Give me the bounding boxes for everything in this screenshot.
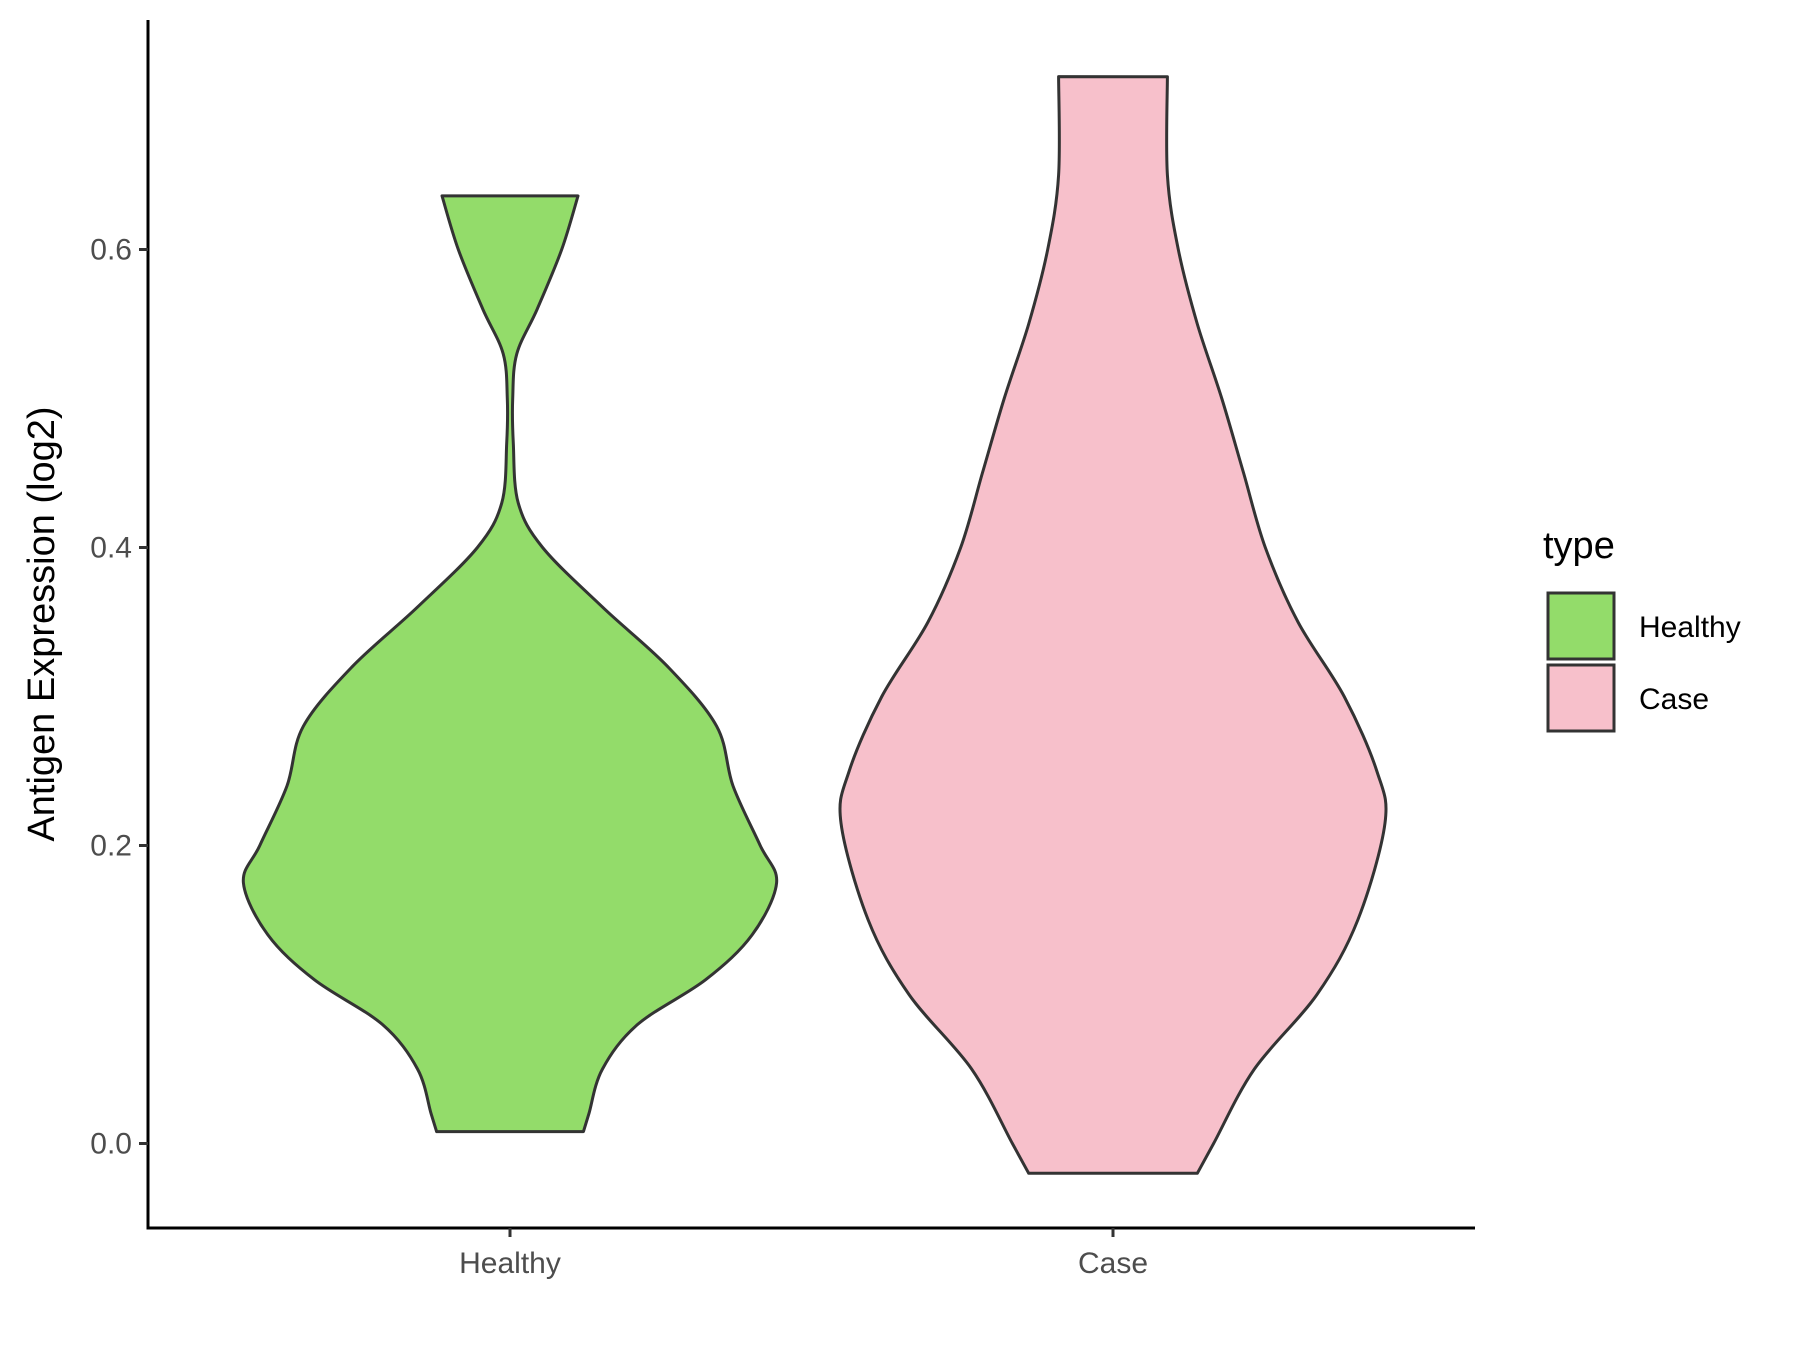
violin-case	[838, 75, 1388, 1175]
y-axis-title: Antigen Expression (log2)	[21, 406, 63, 841]
legend-label: Case	[1639, 683, 1709, 716]
y-tick-label: 0.2	[90, 830, 132, 863]
legend-label: Healthy	[1639, 611, 1741, 644]
plot-area	[241, 75, 1388, 1175]
axes: 0.0 0.2 0.4 0.6 Healthy Case Antigen Expressio…	[21, 20, 1475, 1280]
legend-title: type	[1543, 525, 1615, 567]
x-tick-label: Healthy	[459, 1247, 561, 1280]
legend-key-healthy	[1546, 591, 1616, 661]
x-tick-label: Case	[1078, 1247, 1148, 1280]
y-tick-label: 0.0	[90, 1128, 132, 1161]
violin-healthy	[241, 194, 779, 1134]
y-tick-label: 0.4	[90, 532, 132, 565]
legend-key-case	[1546, 663, 1616, 733]
y-tick-label: 0.6	[90, 234, 132, 267]
legend: type Healthy Case	[1543, 525, 1741, 733]
